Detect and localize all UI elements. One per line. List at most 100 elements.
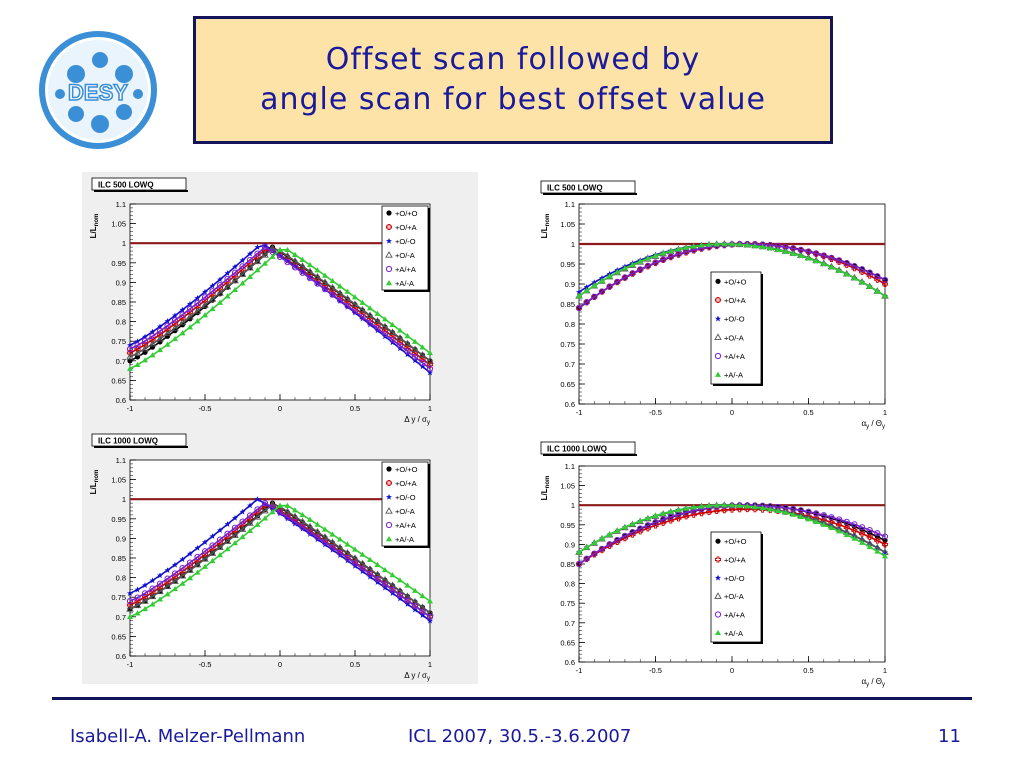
x-tick-label: 1 bbox=[428, 404, 432, 413]
data-point bbox=[201, 555, 209, 562]
data-point bbox=[859, 530, 866, 537]
y-tick-label: 0.65 bbox=[560, 380, 575, 389]
data-point bbox=[767, 506, 774, 512]
y-tick-label: 0.95 bbox=[560, 521, 575, 530]
legend bbox=[381, 461, 429, 547]
series-+O/-O bbox=[127, 496, 433, 624]
data-point bbox=[637, 525, 644, 532]
data-point bbox=[201, 548, 209, 555]
series-+A/-A bbox=[576, 241, 888, 299]
data-point bbox=[366, 319, 374, 326]
data-point bbox=[828, 264, 835, 270]
legend-marker bbox=[715, 574, 721, 581]
data-point bbox=[224, 293, 231, 299]
data-point bbox=[797, 252, 804, 258]
y-tick-label: 0.9 bbox=[116, 278, 126, 287]
data-point bbox=[126, 605, 134, 612]
data-point bbox=[583, 544, 590, 550]
data-point bbox=[851, 535, 858, 541]
legend-marker bbox=[715, 278, 721, 284]
y-tick-label: 0.7 bbox=[565, 619, 575, 628]
data-point bbox=[382, 316, 388, 322]
data-point bbox=[419, 359, 426, 366]
data-point bbox=[858, 524, 866, 531]
data-point bbox=[187, 550, 193, 557]
legend-label: +O/+A bbox=[724, 296, 746, 305]
y-tick-label: 0.6 bbox=[565, 658, 575, 667]
series-+A/-A bbox=[127, 502, 433, 619]
data-point bbox=[614, 527, 621, 533]
data-point bbox=[202, 563, 208, 569]
data-point bbox=[164, 341, 171, 347]
data-point bbox=[366, 311, 374, 319]
data-point bbox=[298, 517, 307, 525]
data-point bbox=[690, 511, 697, 518]
data-point bbox=[621, 274, 629, 281]
x-axis-label: αy / Θy bbox=[861, 419, 885, 430]
data-point bbox=[292, 507, 298, 513]
data-point bbox=[284, 514, 291, 521]
data-point bbox=[134, 586, 141, 593]
x-tick-label: 0.5 bbox=[803, 666, 813, 675]
data-point bbox=[652, 259, 659, 266]
data-point bbox=[859, 539, 866, 545]
y-tick-label: 1.05 bbox=[560, 482, 575, 491]
data-point bbox=[606, 541, 613, 548]
data-point bbox=[419, 612, 426, 618]
data-point bbox=[667, 253, 674, 260]
data-point bbox=[171, 577, 179, 584]
data-point bbox=[336, 289, 344, 296]
data-point bbox=[329, 531, 336, 537]
data-point bbox=[329, 277, 336, 284]
data-point bbox=[606, 273, 613, 279]
data-point bbox=[148, 592, 157, 600]
data-point bbox=[156, 327, 164, 335]
title-line-2: angle scan for best offset value bbox=[260, 82, 766, 117]
data-point bbox=[299, 269, 306, 276]
data-point bbox=[344, 302, 351, 309]
data-point bbox=[344, 288, 351, 294]
data-point bbox=[614, 269, 621, 275]
data-point bbox=[412, 606, 418, 613]
legend-marker bbox=[385, 265, 393, 273]
footer-divider bbox=[52, 697, 972, 700]
data-point bbox=[660, 510, 667, 516]
x-tick-label: -1 bbox=[576, 408, 583, 417]
legend-marker bbox=[714, 352, 722, 360]
data-point bbox=[239, 280, 246, 286]
data-point bbox=[201, 294, 209, 301]
data-point bbox=[157, 596, 163, 602]
data-point bbox=[194, 318, 201, 324]
data-point bbox=[277, 252, 283, 259]
data-point bbox=[675, 251, 682, 258]
data-point bbox=[381, 581, 389, 588]
data-point bbox=[141, 597, 149, 604]
data-point bbox=[805, 508, 812, 515]
data-point bbox=[404, 582, 411, 588]
data-point bbox=[322, 526, 328, 532]
y-tick-label: 0.65 bbox=[111, 376, 126, 385]
y-axis-label: L/Lnom bbox=[89, 470, 100, 495]
data-point bbox=[698, 510, 705, 517]
data-point bbox=[208, 295, 217, 302]
data-point bbox=[652, 252, 659, 258]
data-point bbox=[283, 507, 292, 515]
data-point bbox=[411, 602, 419, 610]
x-tick-label: -0.5 bbox=[199, 404, 212, 413]
data-point bbox=[337, 283, 343, 289]
x-axis-label-part: α bbox=[861, 677, 866, 686]
data-point bbox=[299, 525, 306, 532]
slide-title: Offset scan followed by angle scan for b… bbox=[193, 16, 833, 144]
data-point bbox=[836, 516, 843, 523]
x-tick-label: 0 bbox=[730, 408, 734, 417]
data-point bbox=[216, 536, 224, 543]
data-point bbox=[351, 300, 359, 307]
data-point bbox=[321, 533, 329, 540]
data-point bbox=[247, 273, 253, 279]
legend-marker bbox=[386, 238, 392, 244]
data-point bbox=[141, 590, 149, 597]
data-point bbox=[148, 339, 157, 347]
data-point bbox=[426, 613, 434, 620]
data-point bbox=[262, 515, 268, 521]
y-axis-label: L/Lnom bbox=[540, 476, 551, 501]
